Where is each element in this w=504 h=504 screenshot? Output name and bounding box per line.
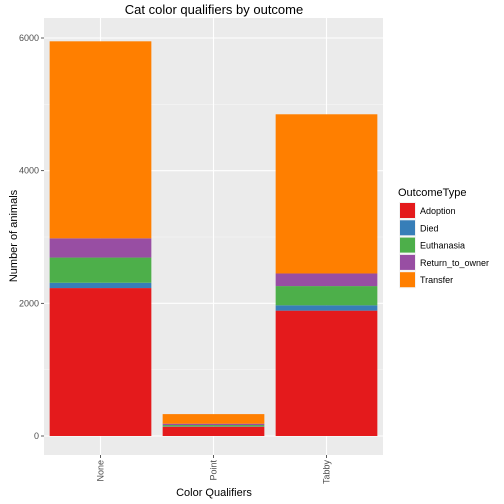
bar-segment bbox=[276, 305, 378, 310]
bar-segment bbox=[50, 258, 152, 283]
legend-swatch bbox=[400, 272, 415, 287]
bar-segment bbox=[276, 286, 378, 305]
bar-segment bbox=[276, 311, 378, 436]
legend-label: Adoption bbox=[420, 206, 456, 216]
legend-label: Died bbox=[420, 223, 439, 233]
bar-segment bbox=[163, 425, 265, 426]
x-axis-title: Color Qualifiers bbox=[176, 487, 252, 499]
legend-swatch bbox=[400, 238, 415, 253]
y-tick-label: 2000 bbox=[19, 298, 39, 308]
y-tick-label: 6000 bbox=[19, 33, 39, 43]
bar-segment bbox=[50, 41, 152, 238]
legend-swatch bbox=[400, 255, 415, 270]
bar-segment bbox=[163, 414, 265, 424]
legend-swatch bbox=[400, 203, 415, 218]
y-axis: 0 2000 4000 6000 bbox=[19, 33, 44, 441]
legend-label: Transfer bbox=[420, 275, 453, 285]
x-tick-label: Point bbox=[209, 460, 219, 481]
y-tick-label: 0 bbox=[34, 431, 39, 441]
legend-label: Euthanasia bbox=[420, 241, 465, 251]
bar-segment bbox=[50, 283, 152, 288]
x-axis: None Point Tabby bbox=[96, 455, 332, 484]
bar-segment bbox=[276, 114, 378, 273]
legend-swatch bbox=[400, 220, 415, 235]
x-tick-label: Tabby bbox=[322, 460, 332, 485]
bar-segment bbox=[276, 273, 378, 286]
legend: OutcomeType Adoption Died Euthanasia Return… bbox=[398, 187, 489, 288]
y-axis-title: Number of animals bbox=[8, 189, 20, 282]
y-tick-label: 4000 bbox=[19, 166, 39, 176]
chart-title: Cat color qualifiers by outcome bbox=[125, 2, 303, 17]
bar-segment bbox=[163, 427, 265, 436]
bar-segment bbox=[50, 238, 152, 257]
legend-title: OutcomeType bbox=[398, 187, 466, 199]
legend-label: Return_to_owner bbox=[420, 258, 489, 268]
bar-segment bbox=[50, 288, 152, 436]
bar-segment bbox=[163, 424, 265, 425]
x-tick-label: None bbox=[96, 460, 106, 482]
